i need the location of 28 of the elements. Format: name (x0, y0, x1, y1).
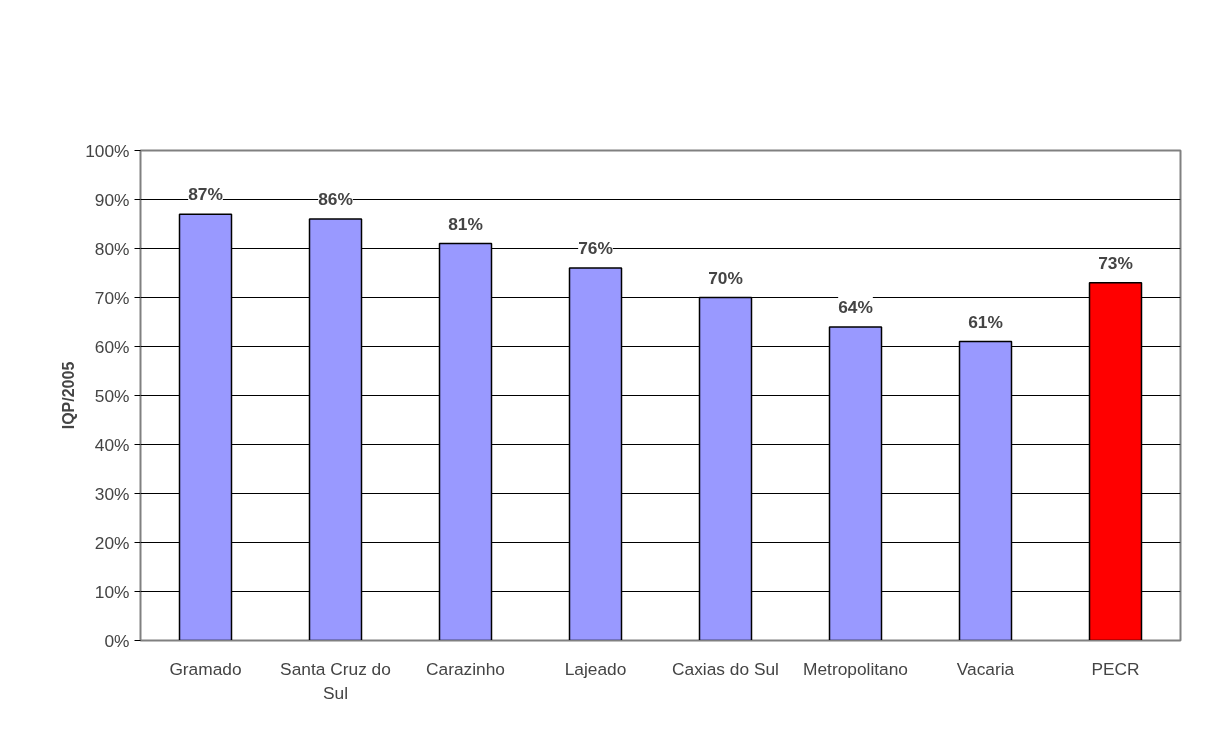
x-tick-label: Metropolitano (803, 658, 908, 679)
y-tick-label: 40% (94, 434, 130, 455)
data-label: 87% (188, 184, 223, 205)
data-label: 73% (1098, 252, 1133, 273)
x-tick-label: Vacaria (956, 658, 1015, 679)
y-tick-label: 90% (94, 189, 130, 210)
y-tick-label: 20% (94, 532, 130, 553)
x-tick-label: PECR (1091, 658, 1140, 679)
x-tick-label: Lajeado (564, 658, 627, 679)
y-axis-title: IQP/2005 (60, 361, 78, 430)
data-label: 76% (578, 238, 613, 259)
y-tick-label: 70% (94, 287, 130, 308)
data-label: 86% (318, 189, 353, 210)
x-tick-label: Carazinho (426, 658, 505, 679)
y-tick-label: 100% (85, 140, 130, 161)
y-tick-label: 10% (94, 581, 130, 602)
data-label: 81% (448, 213, 483, 234)
y-tick-label: 30% (94, 483, 130, 504)
y-tick-label: 60% (94, 336, 130, 357)
x-tick-label: Caxias do Sul (672, 658, 779, 679)
x-tick-label: Santa Cruz do Sul (280, 658, 391, 703)
data-label: 61% (968, 311, 1003, 332)
y-tick-label: 0% (104, 630, 130, 651)
data-label: 64% (838, 296, 873, 317)
y-tick-label: 50% (94, 385, 130, 406)
y-tick-label: 80% (94, 238, 130, 259)
x-tick-label: Gramado (169, 658, 242, 679)
data-label: 70% (708, 267, 743, 288)
